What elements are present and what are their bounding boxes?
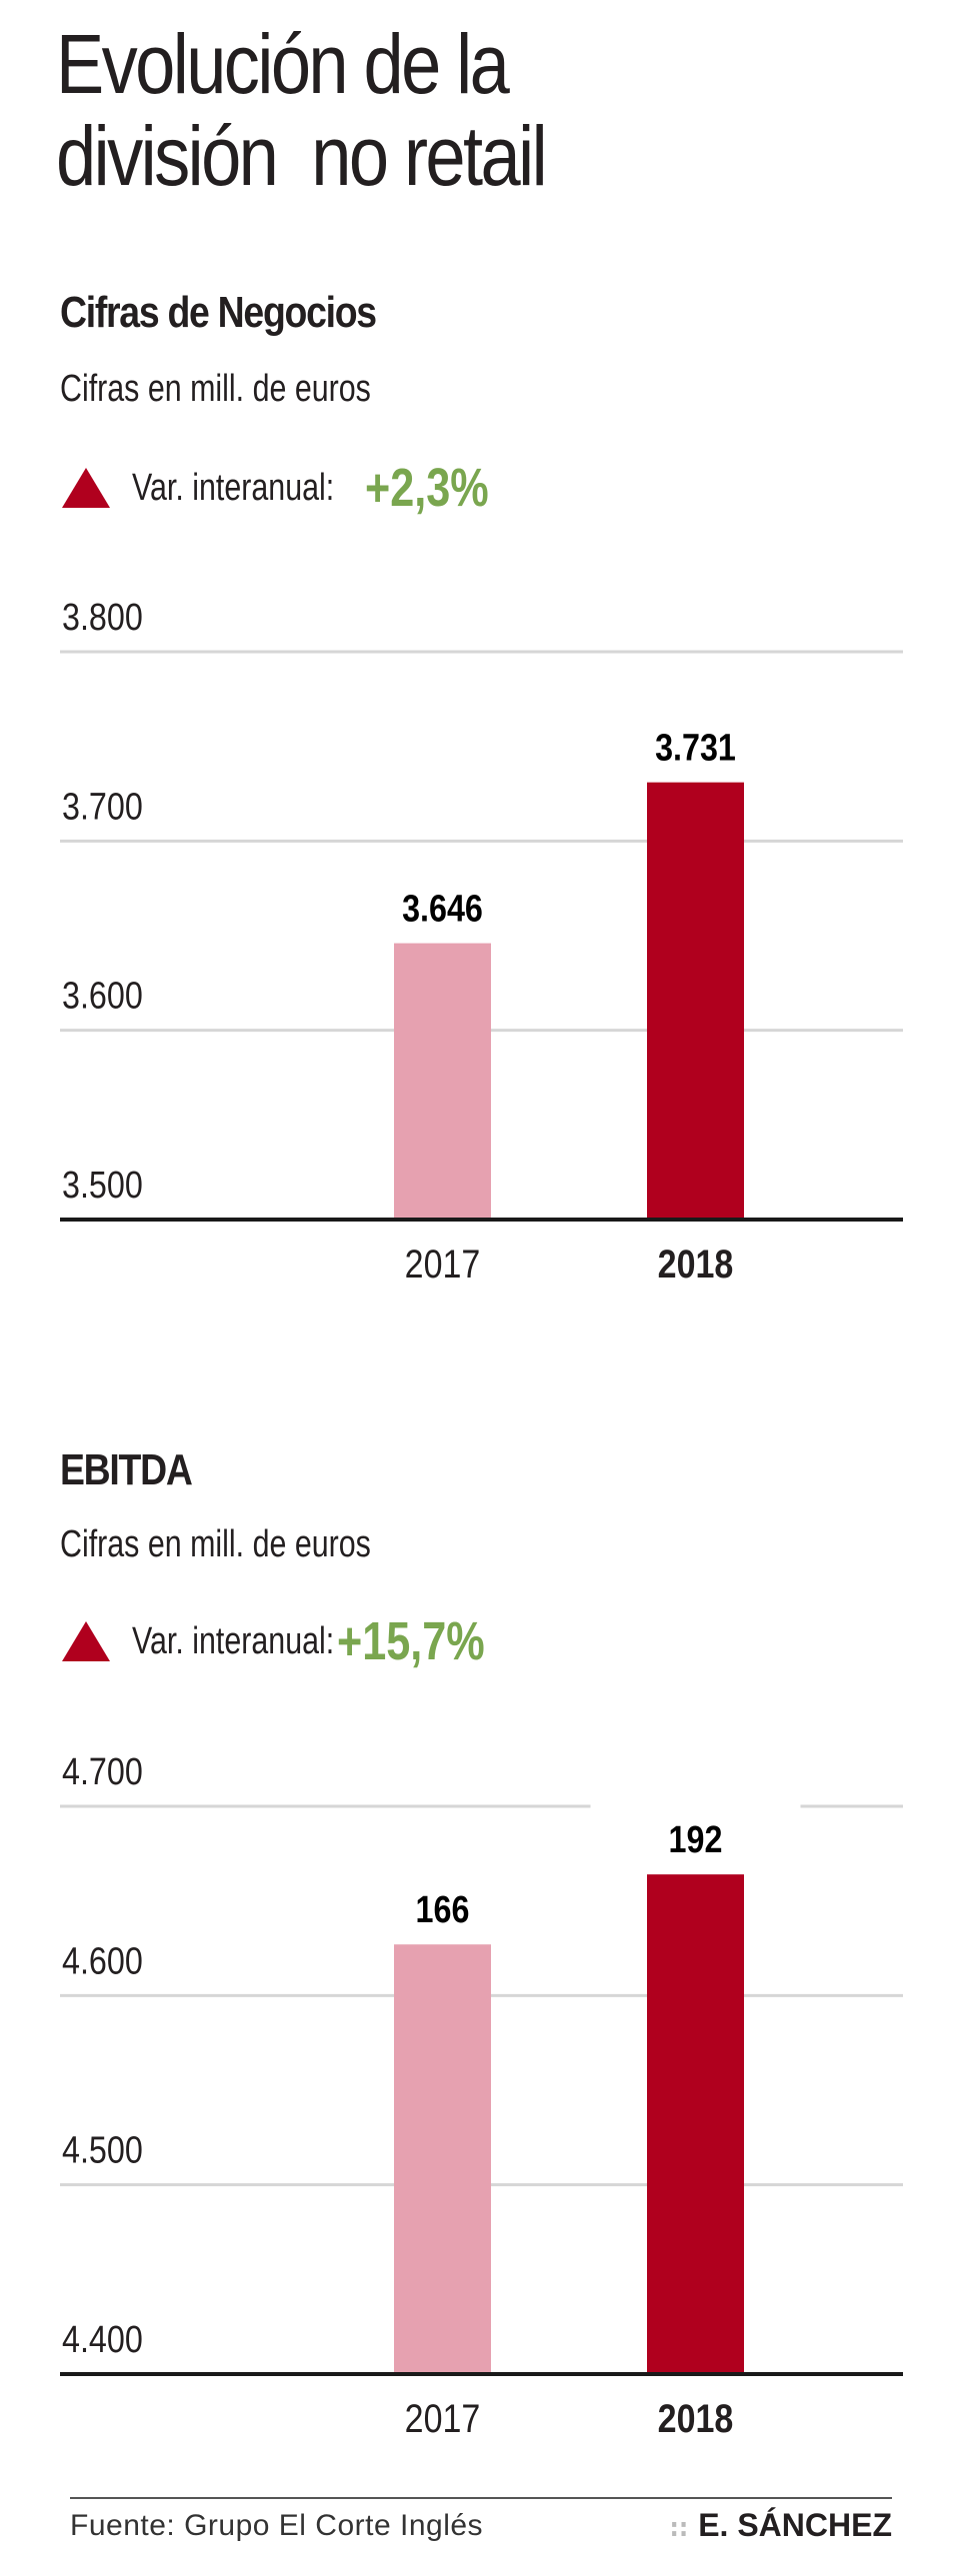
triangle-up-icon xyxy=(62,468,110,508)
chart-ebitda: 4.400 4.500 4.600 4.700 166 2017 2018 192 xyxy=(60,1751,903,2441)
y-tick-label: 4.400 xyxy=(62,2319,143,2361)
label-gap xyxy=(590,1802,801,1810)
section-subtitle-ebitda: Cifras en mill. de euros xyxy=(60,1523,371,1565)
y-tick-label: 3.500 xyxy=(62,1165,143,1207)
x-tick-label-2018: 2018 xyxy=(658,2395,734,2440)
variation-label: Var. interanual: xyxy=(132,466,335,509)
data-label-2018: 192 xyxy=(669,1819,723,1861)
page-title: Evolución de la división no retail xyxy=(56,17,548,203)
footer-divider xyxy=(70,2497,892,2499)
bar-2017 xyxy=(394,943,491,1220)
variation-value: +2,3% xyxy=(364,458,489,518)
bar-2018 xyxy=(647,1874,744,2374)
section-heading-cifras: Cifras de Negocios xyxy=(60,288,377,337)
x-tick-label-2017: 2017 xyxy=(405,1241,481,1286)
source-text: Fuente: Grupo El Corte Inglés xyxy=(70,2508,484,2542)
y-tick-label: 3.800 xyxy=(62,597,143,639)
y-tick-label: 4.600 xyxy=(62,1940,143,1982)
variation-row-ebitda: Var. interanual: +15,7% xyxy=(62,1611,521,1671)
data-label-2018: 3.731 xyxy=(655,727,736,769)
data-label-2017: 3.646 xyxy=(402,888,483,930)
separator-dots: :: xyxy=(669,2513,689,2543)
footer: Fuente: Grupo El Corte Inglés :: E. SÁNCH… xyxy=(70,2507,892,2544)
section-subtitle-cifras: Cifras en mill. de euros xyxy=(60,368,371,410)
x-tick-label-2017: 2017 xyxy=(405,2395,481,2440)
y-tick-label: 3.700 xyxy=(62,786,143,828)
data-label-2017: 166 xyxy=(416,1889,470,1931)
author-name: E. SÁNCHEZ xyxy=(698,2507,892,2543)
y-tick-label: 4.700 xyxy=(62,1751,143,1793)
chart-cifras-negocios: 3.500 3.600 3.700 3.800 3.646 2017 3.731 2018 xyxy=(60,597,903,1287)
x-tick-label-2018: 2018 xyxy=(658,1241,734,1286)
y-tick-label: 3.600 xyxy=(62,975,143,1017)
bar-2017 xyxy=(394,1944,491,2374)
bar-2018 xyxy=(647,782,744,1220)
y-tick-label: 4.500 xyxy=(62,2129,143,2171)
variation-label: Var. interanual: xyxy=(132,1619,335,1662)
variation-value: +15,7% xyxy=(336,1611,485,1671)
variation-row-cifras: Var. interanual: +2,3% xyxy=(62,458,519,518)
author-credit: :: E. SÁNCHEZ xyxy=(669,2507,892,2544)
triangle-up-icon xyxy=(62,1621,110,1661)
section-heading-ebitda: EBITDA xyxy=(60,1445,193,1494)
